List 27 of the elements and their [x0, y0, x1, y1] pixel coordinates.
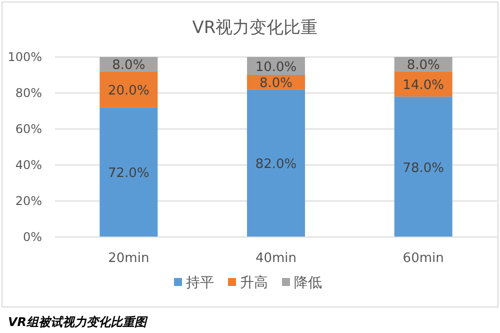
legend-label: 持平 — [186, 275, 214, 291]
legend-label: 降低 — [294, 275, 322, 291]
data-label: 78.0% — [402, 160, 444, 176]
data-label: 14.0% — [402, 78, 444, 93]
x-tick-label: 40min — [255, 251, 297, 266]
y-tick-label: 40% — [15, 158, 42, 172]
data-label: 8.0% — [112, 58, 146, 74]
bar — [100, 71, 158, 108]
text: VR组被试视力变化比重图 — [8, 315, 149, 329]
bar — [247, 89, 305, 237]
data-label: 20.0% — [108, 83, 150, 98]
data-label: 8.0% — [406, 58, 440, 74]
y-tick-label: 20% — [15, 194, 42, 208]
y-tick-label: 0% — [22, 230, 42, 244]
y-tick-label: 80% — [15, 86, 42, 100]
data-label: 10.0% — [255, 60, 297, 75]
x-tick-label: 20min — [108, 251, 150, 266]
legend-label: 升高 — [240, 275, 268, 291]
bar — [100, 107, 158, 237]
x-tick-label: 60min — [402, 251, 444, 266]
y-tick-label: 100% — [8, 50, 42, 64]
data-label: 8.0% — [259, 76, 293, 92]
y-tick-label: 60% — [15, 122, 42, 136]
data-label: 72.0% — [108, 166, 150, 182]
data-label: 82.0% — [255, 157, 297, 172]
bar — [394, 96, 452, 237]
chart-title: VR视力变化比重 — [192, 18, 318, 38]
